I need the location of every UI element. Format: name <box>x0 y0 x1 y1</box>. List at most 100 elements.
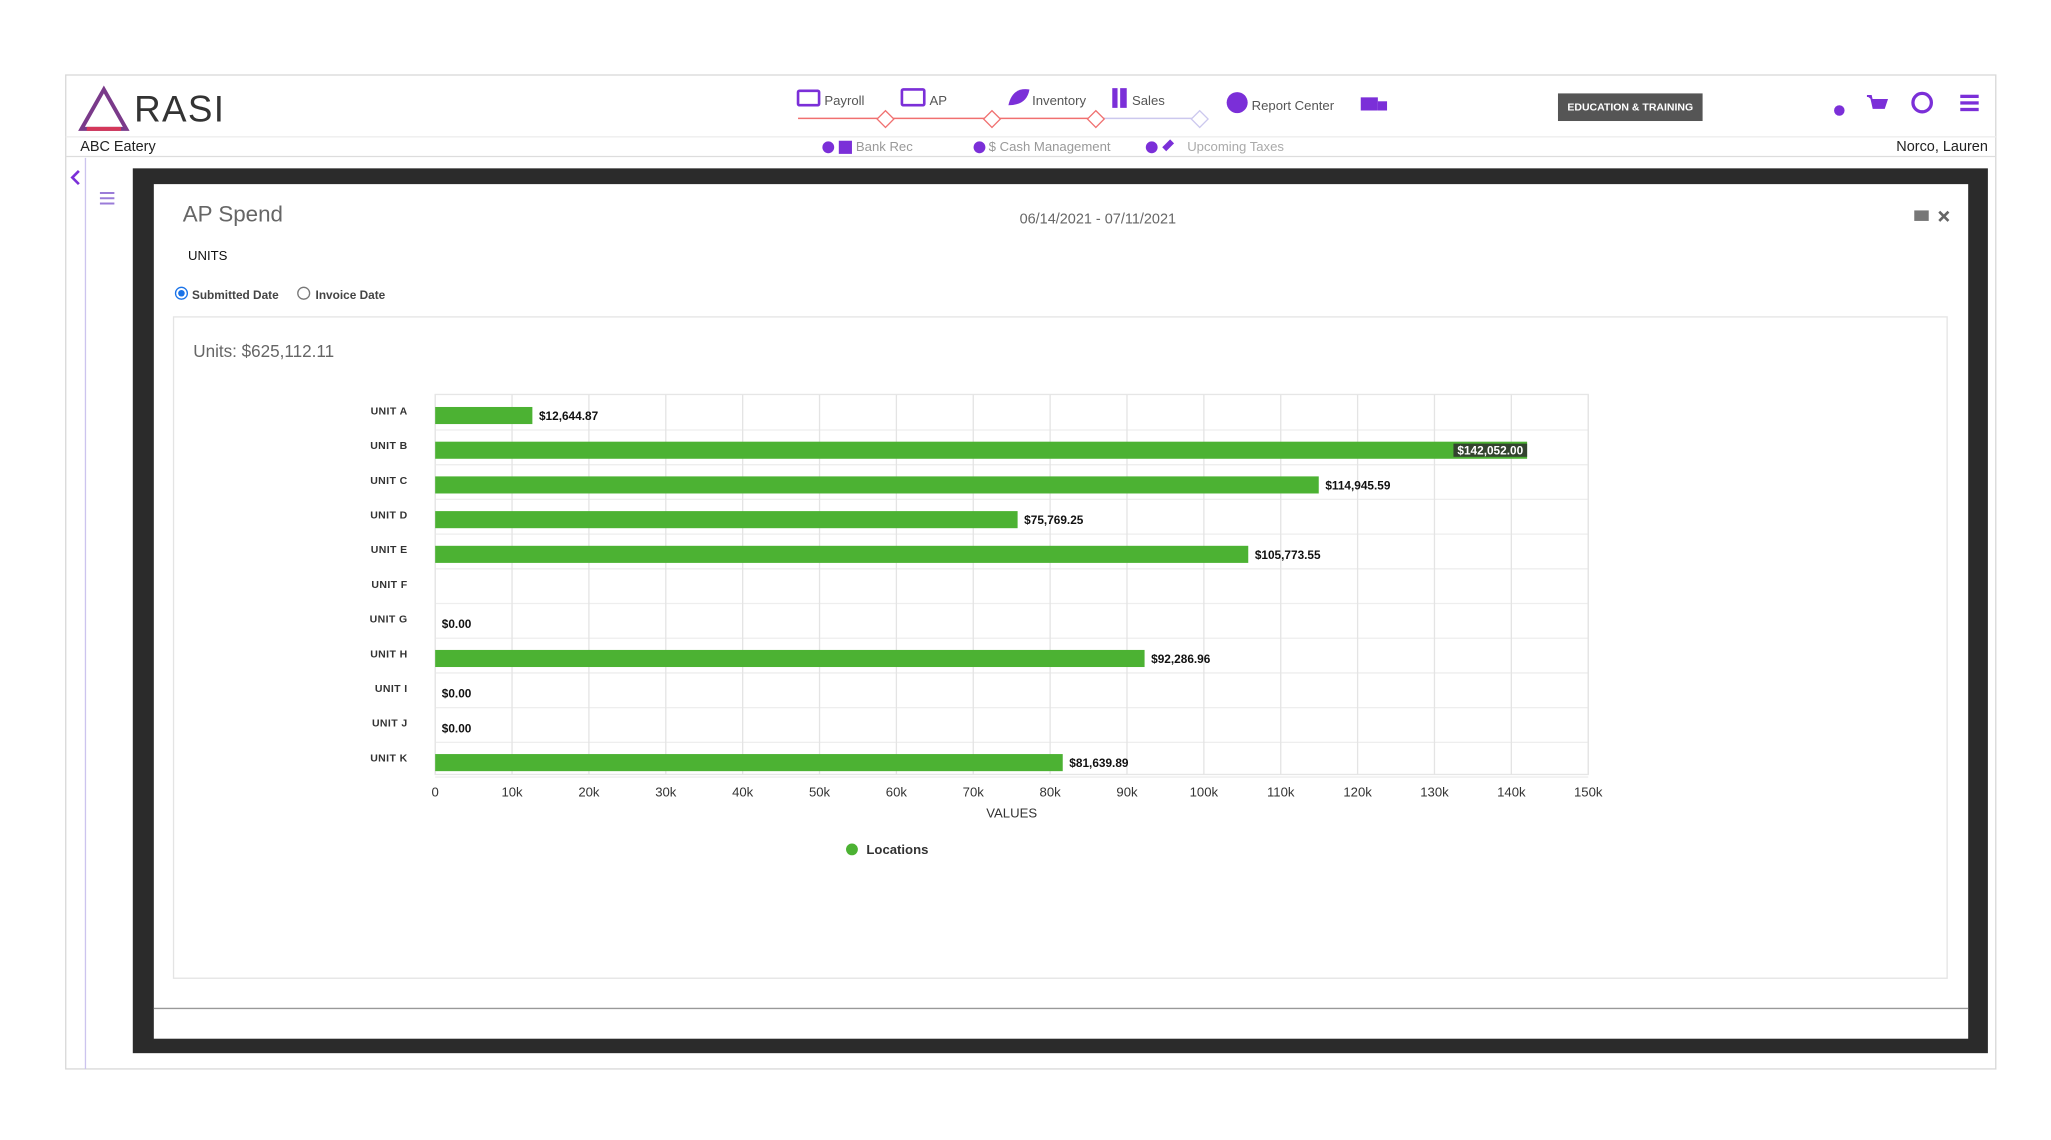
value-label: $81,639.89 <box>1069 756 1129 770</box>
y-tick-label: UNIT D <box>370 509 407 521</box>
value-label: $92,286.96 <box>1151 652 1211 666</box>
progress-step <box>1086 109 1106 129</box>
chart-title: Units: $625,112.11 <box>193 342 334 361</box>
bar <box>435 476 1319 494</box>
taxes-icon <box>1162 139 1175 152</box>
modal-title: AP Spend <box>183 202 283 227</box>
sales-icon <box>1120 88 1127 108</box>
menu-bar <box>1960 107 1979 112</box>
cart-icon[interactable] <box>1866 95 1889 109</box>
x-tick-label: 20k <box>578 784 600 799</box>
ap-icon <box>900 88 926 107</box>
menu-bar <box>1960 94 1979 99</box>
logo-text: RASI <box>134 89 225 130</box>
help-icon <box>822 141 835 154</box>
x-tick-label: 30k <box>655 784 677 799</box>
x-tick-label: 130k <box>1420 784 1449 799</box>
x-tick-label: 80k <box>1040 784 1062 799</box>
value-label: $114,945.59 <box>1325 478 1391 492</box>
bar <box>435 545 1249 563</box>
inventory-icon <box>1008 89 1030 106</box>
report-icon <box>1226 92 1248 114</box>
radio-dot <box>178 289 185 297</box>
help-icon <box>973 141 986 154</box>
x-tick-label: 90k <box>1116 784 1138 799</box>
y-tick-label: UNIT G <box>370 614 408 626</box>
collapse-icon[interactable] <box>70 170 80 186</box>
value-label-bg <box>1453 443 1528 457</box>
print-icon[interactable] <box>1914 210 1929 221</box>
subnav-item[interactable]: $ Cash Management <box>989 139 1111 154</box>
progress-step <box>1190 109 1210 129</box>
value-label: $12,644.87 <box>539 409 599 423</box>
nav-item[interactable]: Payroll <box>824 93 864 108</box>
x-tick-label: 150k <box>1574 784 1603 799</box>
y-tick-label: UNIT H <box>370 648 407 660</box>
bar <box>435 441 1528 459</box>
x-tick-label: 70k <box>963 784 985 799</box>
button-label: EDUCATION & TRAINING <box>1567 102 1693 114</box>
education-button[interactable]: EDUCATION & TRAINING <box>1557 93 1703 122</box>
truck-icon <box>1377 101 1388 111</box>
x-axis-title: VALUES <box>986 805 1037 820</box>
date-range[interactable]: 06/14/2021 - 07/11/2021 <box>1020 211 1176 227</box>
button-bg <box>1557 93 1703 122</box>
bar <box>435 406 533 425</box>
value-label: $0.00 <box>442 687 472 701</box>
company-name: ABC Eatery <box>80 139 156 155</box>
y-tick-label: UNIT B <box>370 440 407 452</box>
menu-bar <box>1960 101 1979 105</box>
legend-swatch <box>846 843 858 856</box>
support-icon[interactable] <box>1911 91 1934 114</box>
x-tick-label: 100k <box>1190 784 1219 799</box>
x-tick-label: 0 <box>432 784 439 799</box>
value-label: $105,773.55 <box>1255 548 1321 562</box>
legend-label[interactable]: Locations <box>866 842 928 857</box>
radio[interactable] <box>297 286 311 300</box>
radio-label[interactable]: Invoice Date <box>316 288 386 302</box>
y-tick-label: UNIT C <box>370 475 407 487</box>
subnav-item[interactable]: Upcoming Taxes <box>1187 139 1284 154</box>
progress-step <box>876 109 895 129</box>
nav-item[interactable]: Sales <box>1132 93 1165 108</box>
bank-icon <box>838 140 852 154</box>
nav-item[interactable]: Inventory <box>1032 93 1086 108</box>
menu-bar <box>99 202 115 205</box>
logo[interactable]: RASI <box>78 85 226 131</box>
sidebar-menu[interactable] <box>99 192 115 205</box>
x-tick-label: 10k <box>501 784 523 799</box>
nav-item[interactable]: AP <box>930 93 948 108</box>
bar <box>435 649 1145 668</box>
value-label: $0.00 <box>442 617 472 631</box>
user-name[interactable]: Norco, Lauren <box>1896 139 1988 155</box>
y-tick-label: UNIT I <box>375 683 408 695</box>
help-icon[interactable] <box>1834 105 1845 116</box>
close-icon[interactable] <box>1938 210 1950 222</box>
x-tick-label: 120k <box>1343 784 1372 799</box>
x-tick-label: 140k <box>1497 784 1526 799</box>
radio-label[interactable]: Submitted Date <box>192 288 279 302</box>
value-label: $75,769.25 <box>1024 513 1084 527</box>
y-tick-label: UNIT E <box>371 544 408 556</box>
menu-bar <box>99 197 115 200</box>
menu-icon[interactable] <box>1960 94 1979 112</box>
x-tick-label: 110k <box>1267 784 1295 799</box>
nav-item[interactable]: Report Center <box>1252 98 1335 113</box>
payroll-icon <box>796 89 821 107</box>
truck-icon[interactable] <box>1360 97 1378 111</box>
x-tick-label: 60k <box>886 784 908 799</box>
bar <box>435 511 1018 529</box>
x-tick-label: 50k <box>809 784 831 799</box>
subnav-item[interactable]: Bank Rec <box>856 139 913 154</box>
y-tick-label: UNIT K <box>370 752 407 764</box>
bar <box>435 754 1063 772</box>
menu-bar <box>99 192 115 194</box>
progress-step <box>982 109 1002 129</box>
y-tick-label: UNIT J <box>372 718 408 730</box>
y-tick-label: UNIT A <box>371 405 408 417</box>
value-label: $142,052.00 <box>1457 444 1523 458</box>
chart: 0 10k 20k 30k 40k 50k 60k 70k 80k 90k 100k 110k 120k… <box>370 393 1603 857</box>
y-tick-label: UNIT F <box>371 579 407 591</box>
section-label: UNITS <box>188 248 228 263</box>
